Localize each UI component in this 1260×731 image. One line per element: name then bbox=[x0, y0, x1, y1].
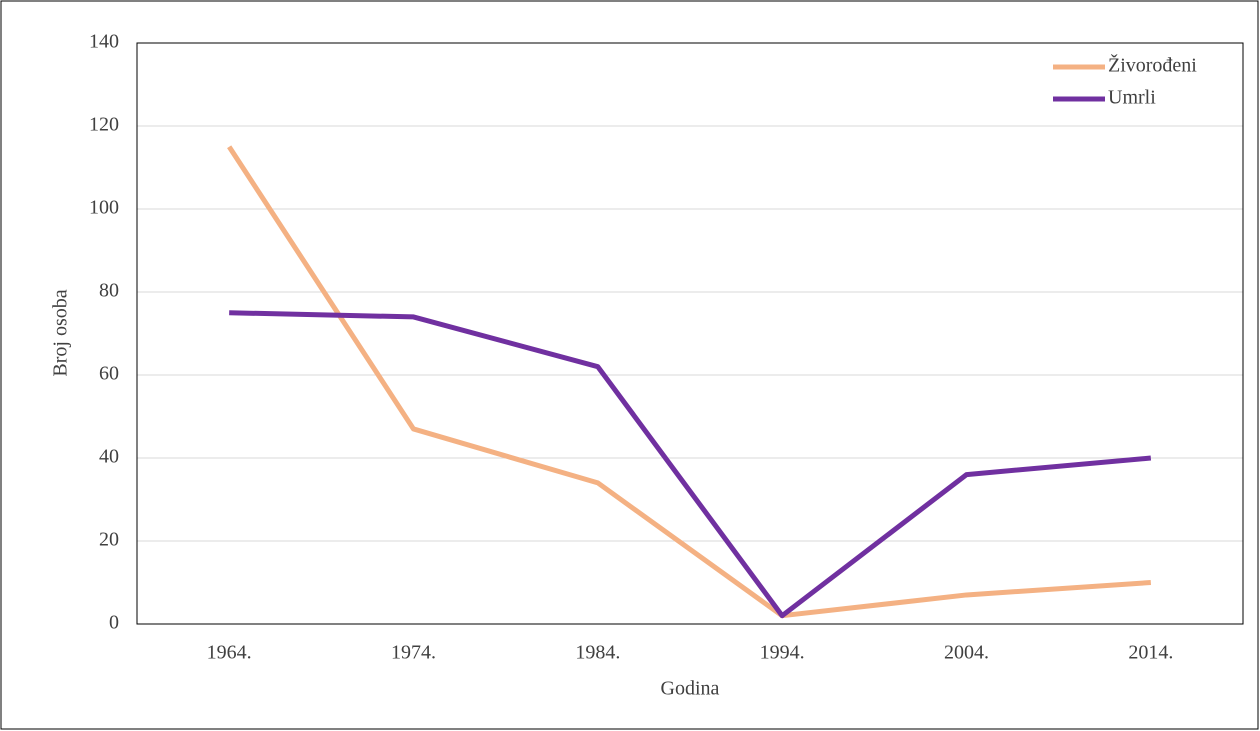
line-series bbox=[227, 145, 1151, 619]
x-axis-label: Godina bbox=[661, 678, 720, 700]
y-tick-label: 100 bbox=[89, 197, 119, 219]
line-series bbox=[229, 310, 1152, 619]
x-tick-label: 2014. bbox=[1128, 642, 1173, 664]
x-tick-label: 1984. bbox=[575, 642, 620, 664]
y-tick-label: 80 bbox=[99, 280, 119, 302]
y-tick-label: 60 bbox=[99, 363, 119, 385]
x-tick-label: 1994. bbox=[760, 642, 805, 664]
y-tick-label: 140 bbox=[89, 31, 119, 53]
y-tick-label: 40 bbox=[99, 446, 119, 468]
y-tick-label: 0 bbox=[109, 612, 119, 634]
x-tick-label: 1974. bbox=[391, 642, 436, 664]
x-tick-label: 2004. bbox=[944, 642, 989, 664]
plot-frame bbox=[136, 42, 1244, 625]
y-axis-label: Broj osoba bbox=[50, 289, 72, 376]
y-tick-label: 120 bbox=[89, 114, 119, 136]
y-tick-label: 20 bbox=[99, 529, 119, 551]
legend-label: Umrli bbox=[1108, 87, 1156, 109]
legend-label: Živorođeni bbox=[1108, 54, 1197, 77]
x-tick-label: 1964. bbox=[207, 642, 252, 664]
